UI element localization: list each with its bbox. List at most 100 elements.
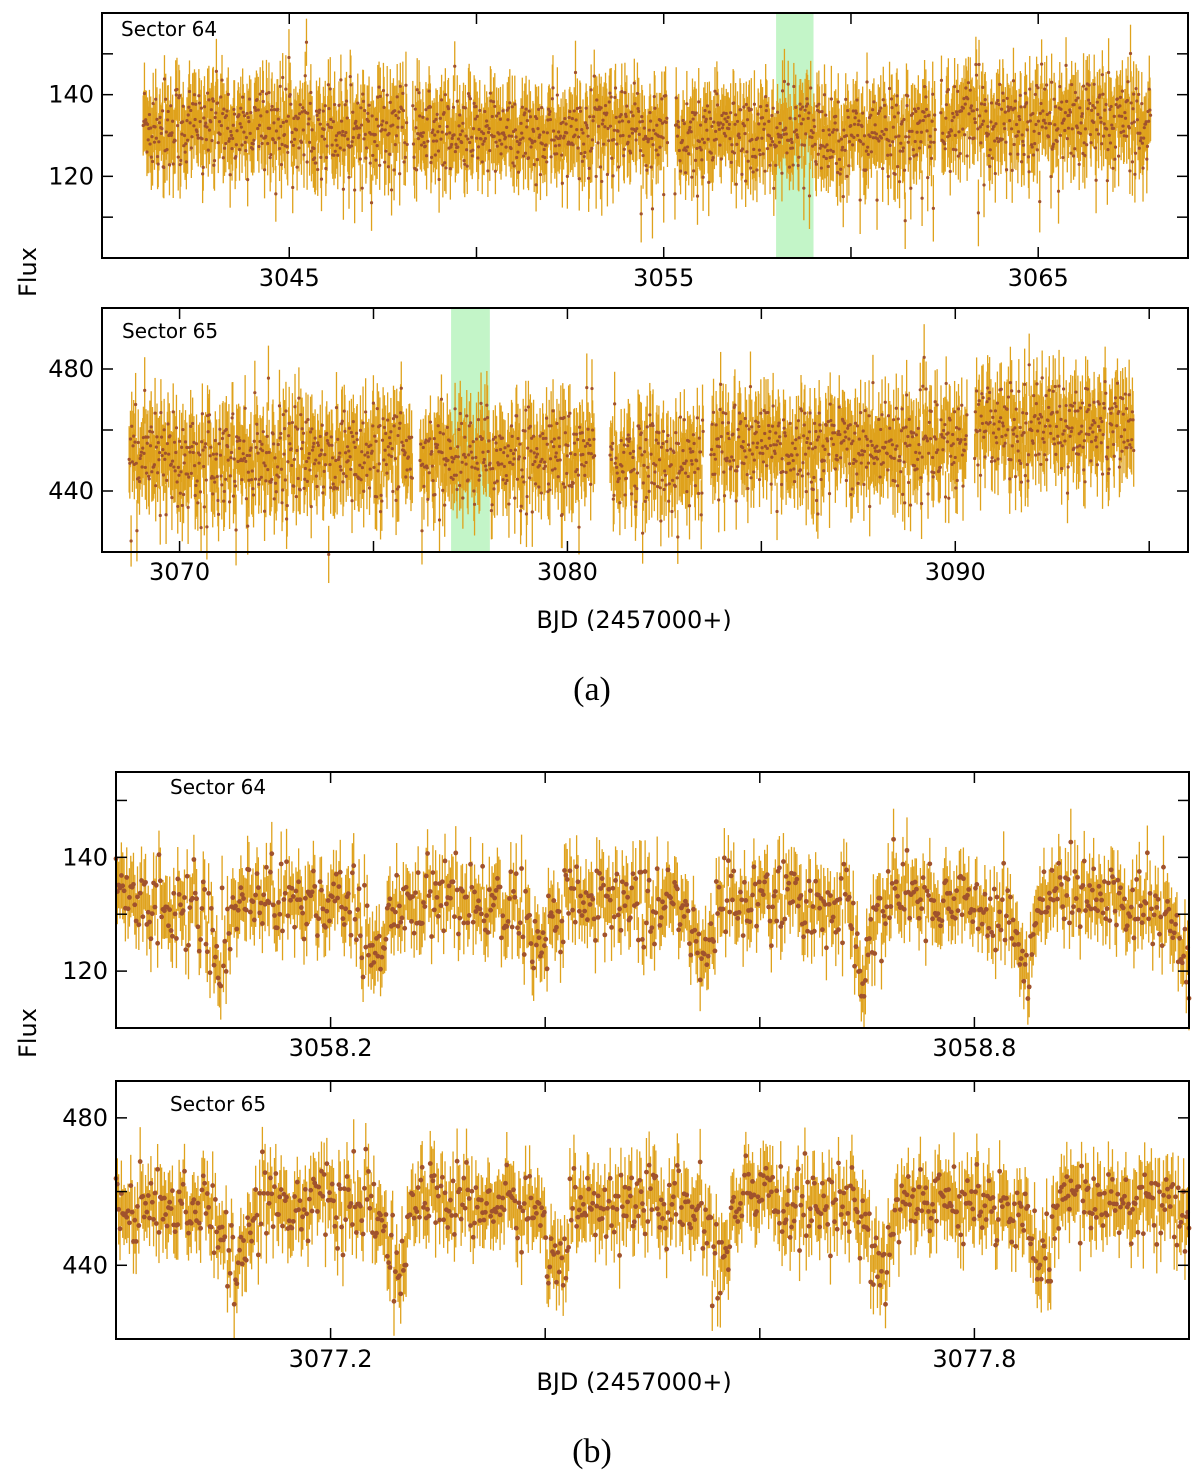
data-point <box>300 427 304 431</box>
data-point <box>266 468 270 472</box>
data-point <box>644 163 648 168</box>
data-point <box>165 147 169 152</box>
data-point <box>163 457 167 461</box>
data-point <box>915 130 919 134</box>
data-point <box>607 100 611 104</box>
data-point <box>592 74 596 78</box>
data-point <box>269 153 273 157</box>
data-point <box>310 128 314 132</box>
data-point <box>187 89 192 94</box>
data-point <box>404 121 409 125</box>
data-point <box>802 143 807 147</box>
data-point <box>1021 143 1026 147</box>
data-point <box>287 421 291 426</box>
data-point <box>403 141 407 145</box>
data-point <box>518 141 522 145</box>
data-point <box>284 517 289 521</box>
data-point <box>944 103 949 107</box>
data-point <box>206 148 210 152</box>
data-point <box>843 148 847 152</box>
data-point <box>1016 130 1021 134</box>
y-axis-label-b: Flux <box>14 1008 42 1058</box>
data-point <box>217 442 221 446</box>
data-point <box>470 154 474 158</box>
data-point <box>147 112 152 117</box>
data-point <box>449 145 453 149</box>
data-point <box>801 117 805 121</box>
data-point <box>272 497 276 501</box>
data-point <box>1076 96 1080 100</box>
data-point <box>919 130 924 134</box>
data-point <box>755 168 759 172</box>
data-point <box>857 119 861 123</box>
data-point <box>1087 83 1091 87</box>
data-point <box>486 169 490 173</box>
data-point <box>230 416 234 420</box>
data-point <box>1002 122 1006 126</box>
data-point <box>819 166 823 170</box>
data-point <box>544 143 548 147</box>
data-point <box>261 89 265 94</box>
x-axis-label-a: BJD (2457000+) <box>536 606 731 634</box>
data-point <box>461 121 465 125</box>
data-point <box>590 146 594 150</box>
data-point <box>782 79 787 84</box>
data-point <box>558 134 563 138</box>
data-point <box>946 88 950 92</box>
data-point <box>460 129 464 133</box>
data-point <box>252 439 256 443</box>
data-point <box>762 127 766 131</box>
data-point <box>274 129 279 133</box>
data-point <box>173 139 177 143</box>
data-point <box>266 376 271 380</box>
data-point <box>506 106 511 110</box>
data-point <box>978 125 982 129</box>
data-point <box>658 145 662 149</box>
data-point <box>550 138 554 142</box>
data-point <box>328 87 332 91</box>
data-point <box>331 119 335 124</box>
data-point <box>852 135 856 140</box>
data-point <box>495 114 499 118</box>
data-point <box>262 509 267 513</box>
data-point <box>192 124 196 128</box>
data-point <box>164 97 168 101</box>
data-point <box>198 453 202 457</box>
data-point <box>902 117 906 122</box>
data-point <box>219 123 223 128</box>
data-point <box>996 98 1000 103</box>
data-point <box>1060 121 1064 125</box>
data-point <box>1137 92 1141 97</box>
data-point <box>292 116 296 121</box>
data-point <box>1140 141 1145 145</box>
data-point <box>1051 145 1055 149</box>
data-point <box>948 134 952 138</box>
data-point <box>1056 127 1060 131</box>
data-point <box>249 111 253 115</box>
data-point <box>737 136 741 140</box>
data-point <box>133 440 137 444</box>
data-point <box>931 92 935 96</box>
data-point <box>299 413 303 417</box>
data-point <box>968 136 972 140</box>
data-point <box>455 99 459 103</box>
data-point <box>156 440 160 445</box>
data-point <box>1015 134 1019 138</box>
data-point <box>239 125 244 129</box>
data-point <box>302 486 306 490</box>
data-point <box>229 456 233 460</box>
data-point <box>1009 127 1014 131</box>
data-point <box>1107 70 1111 75</box>
data-point <box>290 463 294 468</box>
data-point <box>1129 101 1133 105</box>
data-point <box>557 143 561 147</box>
data-point <box>769 136 773 141</box>
data-point <box>1086 98 1091 102</box>
data-point <box>226 445 230 449</box>
data-point <box>245 453 249 458</box>
data-point <box>261 99 265 104</box>
data-point <box>496 111 501 115</box>
data-point <box>797 114 802 118</box>
data-point <box>817 102 821 106</box>
data-point <box>1072 103 1076 107</box>
